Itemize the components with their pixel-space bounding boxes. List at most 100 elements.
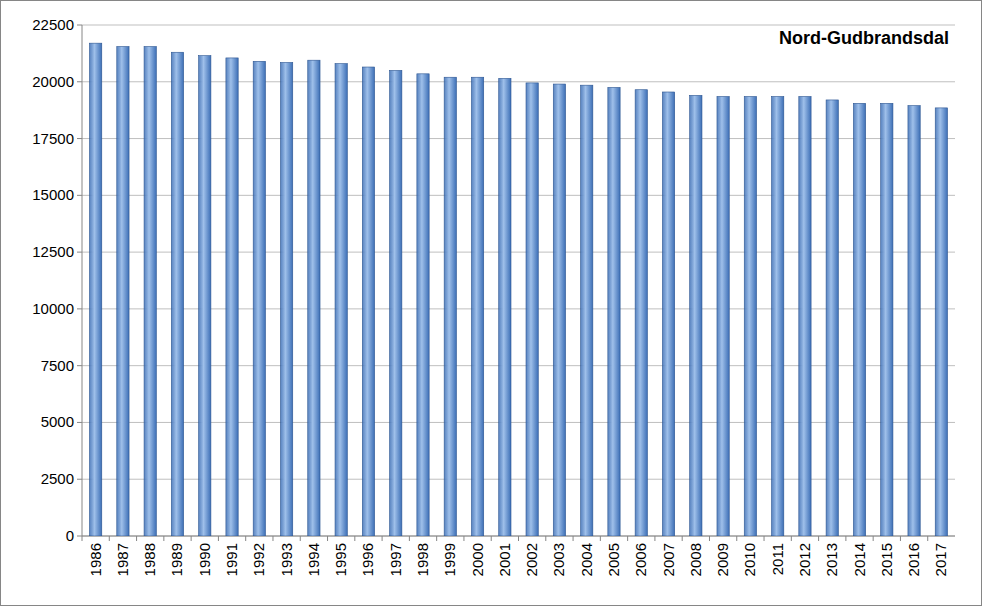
x-tick — [82, 536, 83, 541]
x-tick — [545, 536, 546, 541]
bar — [280, 62, 292, 536]
bar — [853, 103, 865, 536]
grid-line — [82, 138, 955, 139]
y-tick — [77, 25, 82, 26]
x-tick-label: 2004 — [578, 543, 595, 576]
bar — [144, 47, 156, 536]
grid-line — [82, 422, 955, 423]
x-tick-label: 1997 — [387, 543, 404, 576]
x-tick — [791, 536, 792, 541]
x-tick-label: 2000 — [469, 543, 486, 576]
grid-line — [82, 81, 955, 82]
bar — [826, 100, 838, 536]
x-tick-label: 1988 — [141, 543, 158, 576]
bar — [581, 85, 593, 536]
x-tick — [600, 536, 601, 541]
x-tick — [927, 536, 928, 541]
x-tick-label: 2005 — [605, 543, 622, 576]
bar — [608, 87, 620, 536]
x-tick-label: 2017 — [932, 543, 949, 576]
bar — [499, 78, 511, 536]
y-tick — [77, 536, 82, 537]
bar — [362, 67, 374, 536]
x-tick — [218, 536, 219, 541]
y-tick-label: 10000 — [32, 300, 74, 317]
bar — [744, 97, 756, 536]
x-tick-label: 2009 — [714, 543, 731, 576]
x-tick-label: 2007 — [660, 543, 677, 576]
y-tick-label: 17500 — [32, 130, 74, 147]
x-tick — [436, 536, 437, 541]
x-tick-label: 2003 — [550, 543, 567, 576]
x-tick-label: 2013 — [823, 543, 840, 576]
bar — [444, 77, 456, 536]
grid-line — [82, 25, 955, 26]
bar — [390, 70, 402, 536]
x-tick-label: 1987 — [114, 543, 131, 576]
bar — [635, 90, 647, 536]
x-tick-label: 1993 — [278, 543, 295, 576]
y-tick-label: 2500 — [41, 470, 74, 487]
x-tick-label: 2012 — [796, 543, 813, 576]
bar — [908, 106, 920, 536]
x-tick — [518, 536, 519, 541]
bar — [171, 52, 183, 536]
chart: 0250050007500100001250015000175002000022… — [0, 0, 982, 606]
bar — [881, 103, 893, 536]
y-tick — [77, 365, 82, 366]
x-tick-label: 1992 — [250, 543, 267, 576]
x-tick — [654, 536, 655, 541]
x-tick — [845, 536, 846, 541]
x-tick — [409, 536, 410, 541]
bar — [253, 61, 265, 536]
bar — [417, 74, 429, 536]
x-tick — [682, 536, 683, 541]
y-tick-label: 12500 — [32, 243, 74, 260]
x-tick — [354, 536, 355, 541]
x-tick — [736, 536, 737, 541]
bar — [799, 97, 811, 536]
grid-line — [82, 479, 955, 480]
bar — [199, 56, 211, 536]
x-tick — [163, 536, 164, 541]
grid-line — [82, 252, 955, 253]
x-tick — [491, 536, 492, 541]
x-tick — [382, 536, 383, 541]
x-tick — [818, 536, 819, 541]
bar — [90, 43, 102, 536]
grid-line — [82, 365, 955, 366]
x-tick — [191, 536, 192, 541]
x-tick-label: 1986 — [87, 543, 104, 576]
bar — [690, 95, 702, 536]
y-tick-label: 0 — [66, 527, 74, 544]
x-tick — [764, 536, 765, 541]
x-tick — [709, 536, 710, 541]
x-tick — [327, 536, 328, 541]
y-tick — [77, 479, 82, 480]
bar — [935, 108, 947, 536]
bar — [117, 47, 129, 536]
y-tick-label: 22500 — [32, 16, 74, 33]
bar — [226, 58, 238, 536]
y-tick-label: 7500 — [41, 357, 74, 374]
x-tick-label: 1990 — [196, 543, 213, 576]
x-tick-label: 1989 — [168, 543, 185, 576]
bar — [553, 84, 565, 536]
x-tick-label: 1991 — [223, 543, 240, 576]
x-tick-label: 2002 — [523, 543, 540, 576]
x-tick — [109, 536, 110, 541]
x-tick — [272, 536, 273, 541]
y-axis — [82, 25, 83, 536]
title: Nord-Gudbrandsdal — [779, 28, 949, 48]
y-tick — [77, 195, 82, 196]
x-tick-label: 1995 — [332, 543, 349, 576]
x-tick-label: 2001 — [496, 543, 513, 576]
x-tick — [245, 536, 246, 541]
y-tick-label: 15000 — [32, 186, 74, 203]
x-tick-label: 2016 — [905, 543, 922, 576]
x-tick — [463, 536, 464, 541]
y-tick-label: 5000 — [41, 413, 74, 430]
grid-line — [82, 195, 955, 196]
x-tick — [300, 536, 301, 541]
bar — [335, 64, 347, 536]
